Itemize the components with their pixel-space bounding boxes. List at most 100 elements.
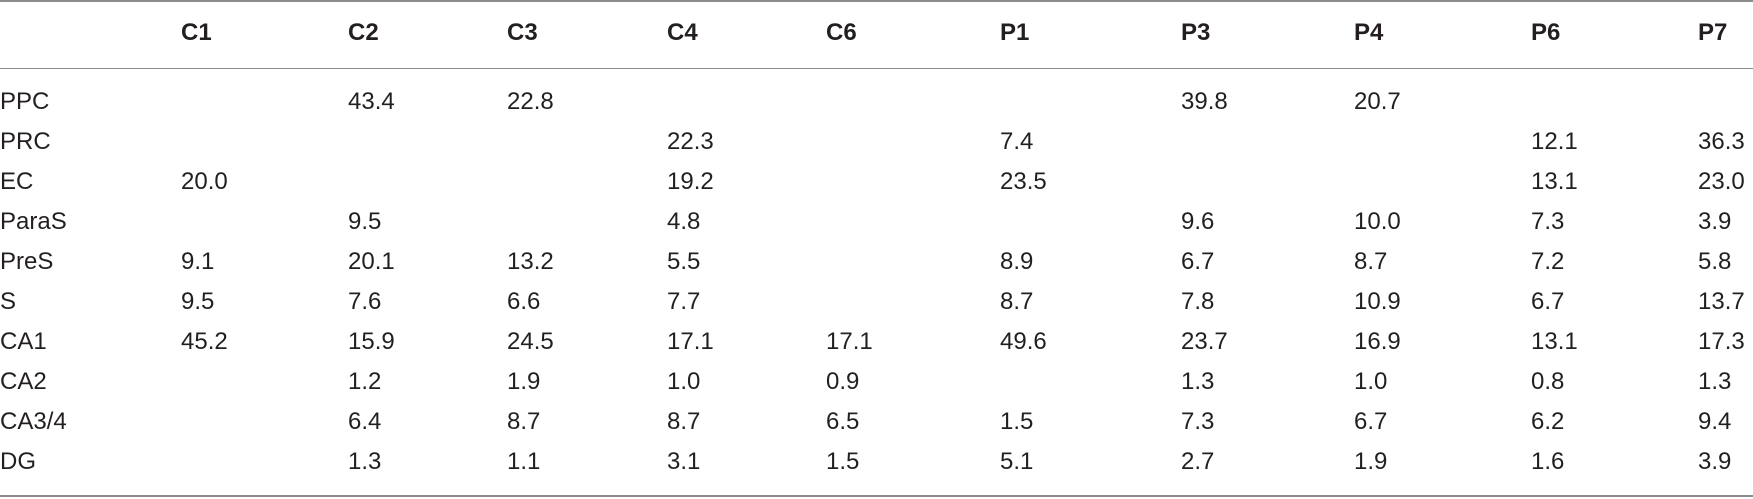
table-cell [826, 282, 1000, 322]
table-cell [181, 202, 348, 242]
table-cell: 9.5 [181, 288, 215, 315]
table-cell: 22.8 [507, 88, 554, 115]
column-header-c1: C1 [181, 19, 212, 46]
table-cell: 7.3 [1181, 408, 1215, 435]
column-header [0, 0, 181, 70]
table-cell: 6.2 [1531, 408, 1565, 435]
table-cell: 12.1 [1531, 128, 1578, 155]
table-cell: 16.9 [1354, 328, 1401, 355]
table-cell: 23.0 [1698, 168, 1745, 195]
table-cell: 19.2 [667, 168, 714, 195]
table-cell: 1.5 [826, 448, 860, 475]
table-cell: 4.8 [667, 208, 701, 235]
table-cell: 6.7 [1354, 408, 1388, 435]
table-cell: 13.2 [507, 248, 554, 275]
table-cell [826, 122, 1000, 162]
table-cell: 43.4 [348, 88, 395, 115]
table-cell: 24.5 [507, 328, 554, 355]
table-cell: 5.1 [1000, 448, 1034, 475]
column-header-p1: P1 [1000, 19, 1030, 46]
table-cell: 10.0 [1354, 208, 1401, 235]
table-cell: 6.6 [507, 288, 541, 315]
table-cell [826, 162, 1000, 202]
table-cell: 6.4 [348, 408, 382, 435]
table-cell [181, 70, 348, 122]
table-cell: 1.6 [1531, 448, 1565, 475]
table-cell [181, 122, 348, 162]
table-cell: 8.9 [1000, 248, 1034, 275]
table-cell: 8.7 [1354, 248, 1388, 275]
table-cell: 7.8 [1181, 288, 1215, 315]
table-cell: 1.0 [1354, 368, 1388, 395]
table-cell: 13.1 [1531, 168, 1578, 195]
table-cell [826, 70, 1000, 122]
column-header-p7: P7 [1698, 19, 1728, 46]
column-header-c6: C6 [826, 19, 857, 46]
table-cell: 8.7 [1000, 288, 1034, 315]
column-header-c3: C3 [507, 19, 538, 46]
table-cell: 2.7 [1181, 448, 1215, 475]
column-header-p3: P3 [1181, 19, 1211, 46]
table-cell: 22.3 [667, 128, 714, 155]
table-cell [826, 202, 1000, 242]
table-cell [1000, 70, 1181, 122]
table-cell [348, 122, 507, 162]
column-header-p4: P4 [1354, 19, 1384, 46]
table-cell: 10.9 [1354, 288, 1401, 315]
table-cell: 17.1 [667, 328, 714, 355]
table-cell [1354, 122, 1531, 162]
table-cell: 7.4 [1000, 128, 1034, 155]
table-cell [1000, 202, 1181, 242]
row-label: PRC [0, 128, 51, 155]
table-cell: 1.1 [507, 448, 541, 475]
table-cell: 7.7 [667, 288, 701, 315]
table-cell: 7.2 [1531, 248, 1565, 275]
table-cell: 39.8 [1181, 88, 1228, 115]
table-top-rule [0, 0, 1753, 2]
table-cell: 9.4 [1698, 408, 1732, 435]
table-cell: 9.1 [181, 248, 215, 275]
table-cell: 3.9 [1698, 208, 1732, 235]
column-header-p6: P6 [1531, 19, 1561, 46]
row-label: CA1 [0, 328, 47, 355]
table-cell: 17.3 [1698, 328, 1745, 355]
table-cell: 0.8 [1531, 368, 1565, 395]
table-cell: 5.5 [667, 248, 701, 275]
table-cell: 36.3 [1698, 128, 1745, 155]
table-row: S 9.5 7.6 6.6 7.7 8.7 7.8 10.9 6.7 13.7 [0, 282, 1753, 322]
table-cell: 6.7 [1531, 288, 1565, 315]
table-cell: 15.9 [348, 328, 395, 355]
table-cell: 49.6 [1000, 328, 1047, 355]
table-cell: 6.5 [826, 408, 860, 435]
table-cell [667, 70, 826, 122]
table-cell: 23.7 [1181, 328, 1228, 355]
table-cell: 20.1 [348, 248, 395, 275]
table-cell: 20.7 [1354, 88, 1401, 115]
table-cell: 9.5 [348, 208, 382, 235]
table-body: PPC 43.4 22.8 39.8 20.7 PRC 22.3 7.4 12.1 36.3 EC 2… [0, 70, 1753, 482]
table-cell: 45.2 [181, 328, 228, 355]
table-row: CA1 45.2 15.9 24.5 17.1 17.1 49.6 23.7 16.9 13.1 1… [0, 322, 1753, 362]
table-row: DG 1.3 1.1 3.1 1.5 5.1 2.7 1.9 1.6 3.9 [0, 442, 1753, 482]
table-cell: 3.1 [667, 448, 701, 475]
data-table: C1 C2 C3 C4 C6 P1 P3 P4 P6 P7 PPC 43.4 22.… [0, 0, 1753, 482]
table-cell [181, 362, 348, 402]
table-cell [826, 242, 1000, 282]
table-cell [1698, 70, 1753, 122]
table-cell [1354, 162, 1531, 202]
table-row: CA3/4 6.4 8.7 8.7 6.5 1.5 7.3 6.7 6.2 9.4 [0, 402, 1753, 442]
table-cell: 9.6 [1181, 208, 1215, 235]
table-cell [181, 402, 348, 442]
table-cell: 13.1 [1531, 328, 1578, 355]
table-bottom-rule [0, 495, 1753, 497]
column-header-c2: C2 [348, 19, 379, 46]
table-cell [507, 122, 667, 162]
table-cell: 1.9 [507, 368, 541, 395]
table-cell: 8.7 [667, 408, 701, 435]
table-cell: 13.7 [1698, 288, 1745, 315]
table-cell: 23.5 [1000, 168, 1047, 195]
table-cell [507, 202, 667, 242]
table-cell: 6.7 [1181, 248, 1215, 275]
table-cell [181, 442, 348, 482]
